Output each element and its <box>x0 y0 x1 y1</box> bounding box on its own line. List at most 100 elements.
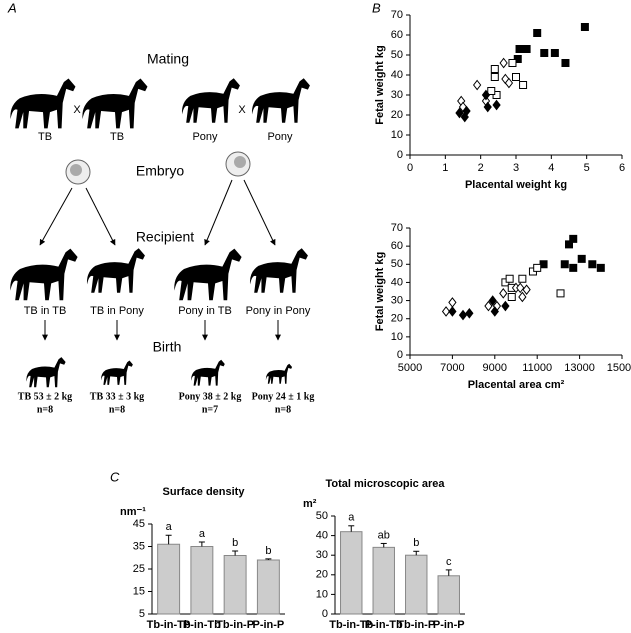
x-tick-label: 11000 <box>522 362 552 374</box>
cross: X <box>73 104 81 116</box>
point <box>522 45 531 53</box>
bar <box>256 559 280 615</box>
horse-icon <box>82 78 148 129</box>
point <box>458 309 468 321</box>
point <box>556 289 565 298</box>
point <box>462 105 471 117</box>
y-axis-label: m² <box>303 498 317 510</box>
group-result: TB 33 ± 3 kg <box>90 391 144 402</box>
horse-icon <box>10 248 78 301</box>
panel-label: A <box>7 0 17 15</box>
y-tick-label: 30 <box>391 294 403 306</box>
x-tick-label: 3 <box>513 162 519 174</box>
point <box>472 79 482 91</box>
bar <box>437 575 460 615</box>
group-n: n=8 <box>37 404 53 415</box>
group-n: n=7 <box>202 404 218 415</box>
y-axis-label: Fetal weight kg <box>374 252 386 331</box>
x-tick-label: 1 <box>442 162 448 174</box>
point <box>499 57 508 69</box>
group-label: TB in Pony <box>90 305 144 317</box>
point <box>490 65 499 73</box>
y-tick-label: 30 <box>391 89 403 101</box>
point <box>448 297 457 308</box>
point <box>518 291 527 303</box>
bar <box>223 555 247 615</box>
point <box>492 99 501 111</box>
y-tick-label: 10 <box>316 588 328 600</box>
point <box>577 254 586 263</box>
point <box>533 29 542 37</box>
y-tick-label: 25 <box>133 563 145 575</box>
bar <box>190 546 214 615</box>
y-tick-label: 20 <box>391 109 403 121</box>
stage-label: Embryo <box>136 163 184 179</box>
x-tick-label: Tb-in-Tb <box>329 619 373 631</box>
y-tick-label: 35 <box>133 540 145 552</box>
arrow <box>39 187 73 246</box>
y-tick-label: 40 <box>316 530 328 542</box>
point <box>504 77 514 89</box>
y-tick-label: 40 <box>391 69 403 81</box>
y-tick-label: 5 <box>139 608 145 620</box>
significance-letter: a <box>166 521 173 533</box>
x-tick-label: 13000 <box>564 362 595 374</box>
point <box>596 263 605 272</box>
group-result: Pony 38 ± 2 kg <box>179 391 242 402</box>
stage-label: Mating <box>147 51 189 67</box>
x-tick-label: Tb-in-P <box>397 619 435 631</box>
point <box>441 306 451 317</box>
point <box>499 287 508 299</box>
point <box>580 23 589 31</box>
point <box>484 300 493 312</box>
horse-icon <box>86 248 145 293</box>
x-tick-label: P-in-Tb <box>183 619 221 631</box>
significance-letter: b <box>265 545 271 557</box>
x-tick-label: 15000 <box>607 362 631 374</box>
y-tick-label: 40 <box>391 276 403 288</box>
point <box>516 282 525 294</box>
x-tick-label: 6 <box>619 162 625 174</box>
point <box>540 49 549 57</box>
y-tick-label: 0 <box>397 349 403 361</box>
embryo-icon <box>70 164 82 176</box>
foal-icon <box>191 359 225 386</box>
group-n: n=8 <box>109 404 125 415</box>
point <box>505 274 514 283</box>
x-tick-label: Tb-in-P <box>216 619 254 631</box>
x-tick-label: 0 <box>407 162 413 174</box>
group-result: TB 53 ± 2 kg <box>18 391 72 402</box>
y-tick-label: 20 <box>391 313 403 325</box>
y-tick-label: 10 <box>391 331 403 343</box>
y-tick-label: 50 <box>391 49 403 61</box>
point <box>550 49 559 57</box>
point <box>483 101 492 113</box>
significance-letter: c <box>446 556 452 568</box>
bar <box>405 554 428 615</box>
point <box>488 295 497 306</box>
arrow <box>243 179 276 246</box>
group-label: TB in TB <box>24 305 67 317</box>
foal-icon <box>26 357 66 388</box>
point <box>490 73 499 81</box>
x-tick-label: 2 <box>478 162 484 174</box>
point <box>569 234 578 243</box>
horse-icon <box>249 248 308 293</box>
group-label: Pony in TB <box>178 305 232 317</box>
y-tick-label: 20 <box>316 569 328 581</box>
point <box>465 307 474 319</box>
point <box>533 263 542 272</box>
point <box>507 292 516 301</box>
y-tick-label: 30 <box>316 549 328 561</box>
point <box>519 81 528 89</box>
x-axis-label: Placental area cm² <box>468 379 565 391</box>
point <box>522 284 531 296</box>
point <box>501 300 510 312</box>
y-tick-label: 60 <box>391 29 403 41</box>
significance-letter: ab <box>378 529 390 541</box>
x-tick-label: Tb-in-Tb <box>147 619 191 631</box>
foal-icon <box>265 363 293 384</box>
point <box>512 73 520 81</box>
foal-icon <box>101 360 133 385</box>
